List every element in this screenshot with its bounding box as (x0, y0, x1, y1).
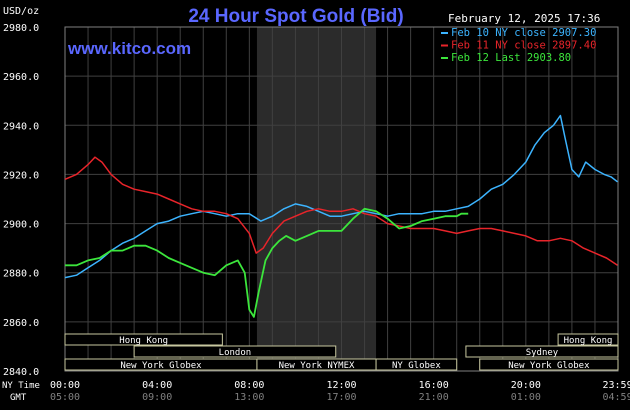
x-tick-label-gmt: 21:00 (419, 392, 449, 403)
session-bar (479, 358, 619, 371)
x-tick-label-gmt: 13:00 (234, 392, 264, 403)
x-tick-label-ny: 00:00 (50, 380, 80, 391)
session-bar (133, 345, 337, 358)
legend-entry: Feb 10 NY close 2907.30 (451, 27, 596, 39)
x-tick-label-ny: 23:59 (602, 380, 630, 391)
series-line (64, 156, 618, 266)
session-label: New York Globex (508, 361, 590, 371)
ny-time-label: NY Time (2, 381, 40, 391)
x-tick-label-gmt: 01:00 (511, 392, 541, 403)
session-label: New York NYMEX (279, 361, 355, 371)
session-label: NY Globex (392, 361, 441, 371)
plot-border (64, 26, 619, 372)
x-tick-label-ny: 20:00 (511, 380, 541, 391)
timestamp-label: February 12, 2025 17:36 (448, 12, 600, 25)
y-tick-label: 2900.0 (3, 220, 39, 231)
x-tick-label-gmt: 05:00 (50, 392, 80, 403)
session-label: Sydney (526, 348, 559, 358)
x-tick-label-ny: 12:00 (326, 380, 356, 391)
legend-entry: Feb 12 Last 2903.80 (451, 52, 571, 64)
session-bar (64, 333, 223, 346)
session-bar (465, 345, 619, 358)
plot-area: 2840.0 2860.0 2880.0 2900.0 2920.0 2940.0 2960… (3, 23, 630, 403)
nymex-session-band (256, 27, 377, 371)
x-tick-label-gmt: 17:00 (326, 392, 356, 403)
unit-label: USD/oz (3, 6, 39, 17)
series-line (64, 114, 618, 279)
session-bar (375, 358, 458, 371)
session-label: London (219, 348, 252, 358)
gmt-label: GMT (10, 393, 27, 403)
x-tick-label-ny: 08:00 (234, 380, 264, 391)
x-tick-label-gmt: 04:59 (602, 392, 630, 403)
y-tick-label: 2920.0 (3, 170, 39, 181)
session-label: New York Globex (120, 361, 202, 371)
x-tick-label-gmt: 09:00 (142, 392, 172, 403)
x-tick-label-ny: 16:00 (419, 380, 449, 391)
y-tick-label: 2980.0 (3, 23, 39, 34)
y-tick-label: 2940.0 (3, 121, 39, 132)
series-line (65, 207, 469, 318)
y-tick-label: 2960.0 (3, 72, 39, 83)
website-label: www.kitco.com (67, 39, 191, 58)
x-tick-label-ny: 04:00 (142, 380, 172, 391)
y-tick-label: 2860.0 (3, 318, 39, 329)
legend-entry: Feb 11 NY close 2897.40 (451, 40, 596, 52)
y-tick-label: 2840.0 (3, 367, 39, 378)
session-bar (557, 333, 619, 346)
session-label: Hong Kong (119, 336, 168, 346)
chart-title: 24 Hour Spot Gold (Bid) (188, 6, 403, 27)
session-label: Hong Kong (564, 336, 613, 346)
y-tick-label: 2880.0 (3, 269, 39, 280)
